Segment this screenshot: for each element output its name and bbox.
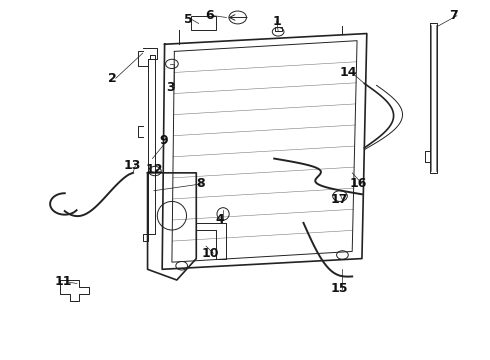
Text: 12: 12 — [145, 163, 163, 176]
Text: 15: 15 — [330, 283, 348, 296]
Text: 2: 2 — [108, 72, 117, 85]
Text: 17: 17 — [330, 193, 348, 206]
Text: 5: 5 — [184, 13, 193, 26]
Text: 7: 7 — [449, 9, 458, 22]
Text: 3: 3 — [167, 81, 175, 94]
Text: 16: 16 — [350, 177, 367, 190]
Text: 14: 14 — [340, 66, 358, 79]
Text: 10: 10 — [201, 247, 219, 260]
Text: 1: 1 — [272, 14, 281, 27]
Text: 8: 8 — [196, 177, 204, 190]
Text: 13: 13 — [123, 159, 141, 172]
Text: 9: 9 — [159, 134, 168, 147]
Text: 6: 6 — [206, 9, 214, 22]
Text: 4: 4 — [215, 213, 224, 226]
Text: 11: 11 — [55, 275, 73, 288]
